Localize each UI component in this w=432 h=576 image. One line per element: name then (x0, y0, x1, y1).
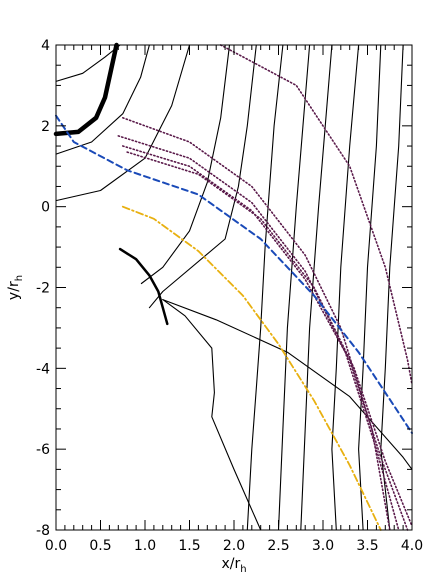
y-axis-label-main: y/r (6, 281, 22, 300)
series-line-16 (122, 117, 391, 531)
series-line-19 (126, 151, 413, 527)
series-line-3 (55, 44, 191, 202)
series-line-21 (55, 114, 413, 434)
series-line-8 (246, 44, 284, 531)
x-tick-labels: 0.0 0.5 1.0 1.5 2.0 2.5 3.0 3.5 4.0 (45, 538, 423, 554)
y-axis-label: y/rh (6, 275, 25, 300)
series-line-1 (55, 44, 121, 82)
series-line-10 (300, 44, 333, 531)
x-tick-label: 1.5 (178, 538, 200, 554)
series-line-22 (121, 205, 382, 531)
series-line-2 (55, 44, 150, 155)
x-axis-label-sub: h (240, 564, 246, 575)
series-line-15 (118, 247, 169, 326)
y-tick-label: -6 (36, 442, 50, 458)
y-tick-label: -8 (36, 523, 50, 539)
series-line-14 (53, 42, 119, 137)
y-tick-label: -2 (36, 281, 50, 297)
ticks-layer (55, 44, 413, 531)
x-tick-label: 4.0 (401, 538, 423, 554)
x-tick-label: 3.5 (356, 538, 378, 554)
series-line-4 (140, 44, 231, 285)
series-line-20 (219, 44, 413, 386)
series-line-12 (358, 44, 382, 531)
x-axis-label-main: x/r (221, 556, 240, 572)
x-tick-label: 3.0 (312, 538, 334, 554)
y-tick-label: 4 (41, 38, 50, 54)
x-tick-label: 0.0 (45, 538, 67, 554)
series-line-5 (148, 44, 257, 309)
series-line-17 (117, 135, 400, 531)
series-line-11 (331, 44, 360, 531)
x-tick-label: 2.0 (223, 538, 245, 554)
series-line-18 (122, 145, 409, 531)
y-tick-label: -4 (36, 361, 50, 377)
x-tick-label: 0.5 (89, 538, 111, 554)
series-line-9 (277, 44, 311, 531)
y-axis-label-sub: h (14, 275, 25, 281)
series-line-7 (162, 299, 413, 470)
x-axis-label: x/rh (221, 556, 246, 575)
series-layer (53, 42, 413, 531)
y-tick-label: 0 (41, 200, 50, 216)
y-tick-labels: -8 -6 -4 -2 0 2 4 (36, 38, 50, 539)
x-tick-label: 2.5 (267, 538, 289, 554)
x-tick-label: 1.0 (134, 538, 156, 554)
series-line-6 (162, 299, 262, 531)
y-tick-label: 2 (41, 119, 50, 135)
